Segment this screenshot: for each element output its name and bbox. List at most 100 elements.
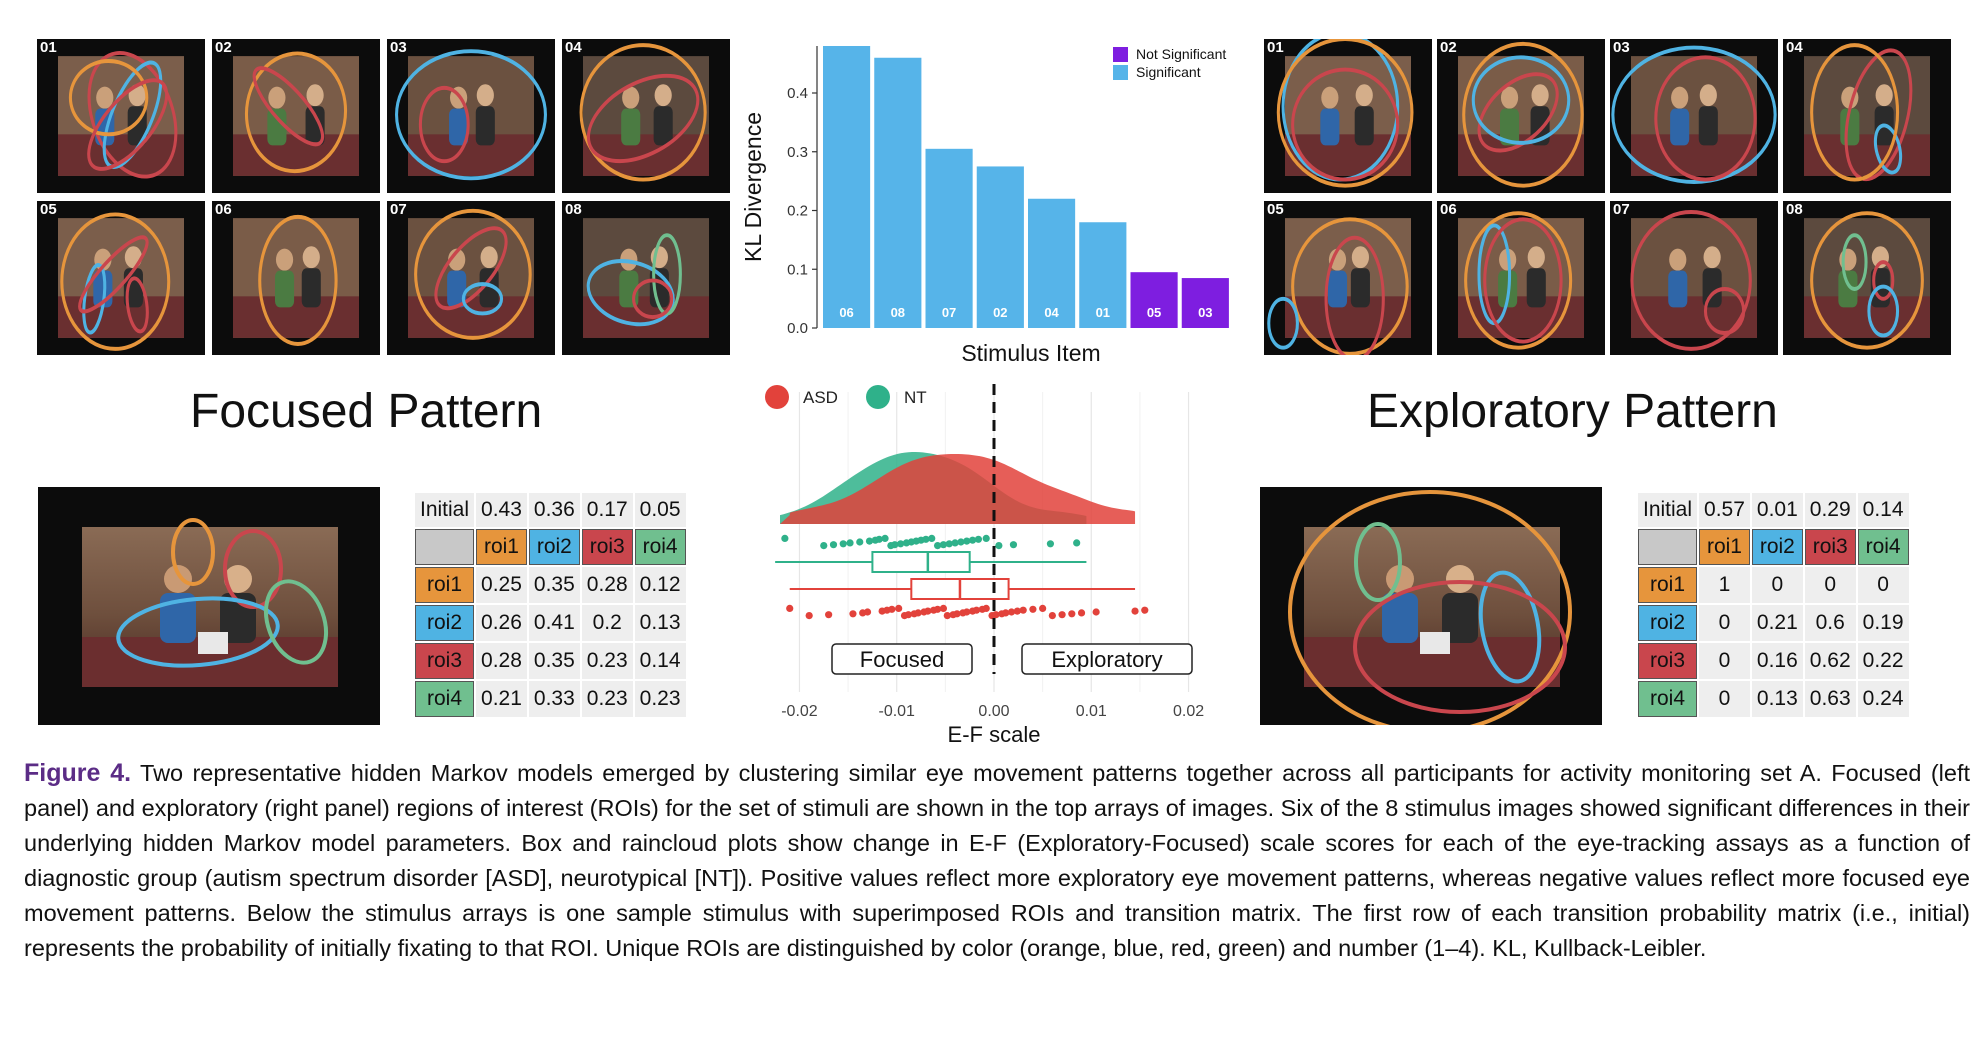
matrix-cell: 0.35 bbox=[528, 643, 580, 679]
ef-scale-raincloud-plot: -0.02 -0.01 0.00 0.01 0.02 E-F scale Focused Ex… bbox=[765, 384, 1204, 742]
matrix-row-header: roi3 bbox=[1638, 643, 1698, 679]
rain-point bbox=[933, 542, 942, 550]
matrix-column-header: roi2 bbox=[528, 529, 580, 565]
matrix-cell: 0.21 bbox=[476, 681, 527, 717]
matrix-cell: 0.28 bbox=[476, 643, 527, 679]
bar bbox=[823, 46, 871, 328]
figure-label: Figure 4. bbox=[24, 759, 132, 787]
rain-x-tick-label: 0.02 bbox=[1173, 703, 1204, 720]
legend-label: Not Significant bbox=[1136, 46, 1226, 62]
asd-density-cloud bbox=[780, 454, 1136, 524]
rain-x-tick-label: -0.02 bbox=[781, 703, 818, 720]
matrix-column-header: roi1 bbox=[476, 529, 527, 565]
rain-point bbox=[849, 610, 857, 618]
bar-category-label: 08 bbox=[891, 305, 905, 320]
matrix-cell: 0.21 bbox=[1751, 605, 1803, 641]
matrix-initial-value: 0.14 bbox=[1857, 493, 1909, 527]
rain-point bbox=[1002, 609, 1010, 617]
rain-point bbox=[863, 608, 872, 616]
matrix-cell: 0 bbox=[1804, 567, 1856, 603]
matrix-initial-value: 0.43 bbox=[476, 493, 527, 527]
rain-point bbox=[953, 610, 961, 618]
rain-point bbox=[1141, 606, 1149, 614]
exploratory-stimulus-thumbnail: 06 bbox=[1437, 201, 1605, 355]
matrix-cell: 0.23 bbox=[581, 643, 633, 679]
matrix-cell: 0.13 bbox=[634, 605, 686, 641]
bar-x-axis-label: Stimulus Item bbox=[961, 340, 1100, 366]
thumbnail-number: 04 bbox=[565, 39, 582, 56]
matrix-row-header: roi1 bbox=[1638, 567, 1698, 603]
focused-annotation-box bbox=[831, 643, 973, 675]
rain-point bbox=[945, 540, 953, 548]
focused-stimulus-thumbnail: 07 bbox=[387, 201, 555, 355]
focused-transition-matrix: Initial 0.43 0.36 0.17 0.05 roi1 roi2 roi3 roi4 r… bbox=[413, 491, 688, 719]
bar bbox=[1130, 272, 1178, 328]
rain-point bbox=[1039, 604, 1047, 612]
matrix-corner-cell bbox=[1638, 529, 1698, 565]
exploratory-stimulus-thumbnail: 07 bbox=[1610, 201, 1778, 355]
matrix-row-header: roi2 bbox=[415, 605, 475, 641]
rain-point bbox=[805, 612, 813, 620]
matrix-cell: 0.35 bbox=[528, 567, 580, 603]
matrix-cell: 0.62 bbox=[1804, 643, 1856, 679]
rain-point bbox=[875, 535, 883, 543]
rain-x-axis-label: E-F scale bbox=[948, 722, 1041, 742]
rain-point bbox=[881, 534, 889, 542]
rain-point bbox=[928, 534, 936, 542]
rain-point bbox=[924, 607, 932, 615]
rain-point bbox=[895, 604, 903, 612]
bar-category-label: 05 bbox=[1147, 305, 1161, 320]
rain-legend-swatch bbox=[866, 385, 890, 409]
focused-annotation-label: Focused bbox=[860, 647, 944, 672]
matrix-cell: 0.24 bbox=[1857, 681, 1909, 717]
rain-point bbox=[846, 539, 854, 547]
legend-swatch bbox=[1113, 65, 1128, 80]
rain-point bbox=[1068, 610, 1076, 618]
exploratory-stimulus-thumbnail: 03 bbox=[1610, 39, 1778, 193]
rain-point bbox=[1019, 606, 1027, 614]
rain-point bbox=[914, 609, 922, 617]
bar-category-label: 02 bbox=[993, 305, 1007, 320]
rain-legend-label: ASD bbox=[803, 388, 838, 407]
matrix-initial-value: 0.29 bbox=[1804, 493, 1856, 527]
exploratory-transition-matrix: Initial 0.57 0.01 0.29 0.14 roi1 roi2 roi3 roi4 r… bbox=[1636, 491, 1911, 719]
matrix-cell: 0.26 bbox=[476, 605, 527, 641]
rain-point bbox=[974, 535, 983, 543]
matrix-cell: 0.2 bbox=[581, 605, 633, 641]
matrix-cell: 0.12 bbox=[634, 567, 686, 603]
matrix-cell: 0.33 bbox=[528, 681, 580, 717]
rain-point bbox=[829, 541, 838, 549]
rain-point bbox=[839, 540, 847, 548]
rain-point bbox=[922, 535, 930, 543]
rain-point bbox=[963, 608, 971, 616]
matrix-column-header: roi3 bbox=[581, 529, 633, 565]
matrix-cell: 0.23 bbox=[634, 681, 686, 717]
matrix-cell: 0.41 bbox=[528, 605, 580, 641]
rain-x-tick-label: 0.01 bbox=[1076, 703, 1107, 720]
rain-point bbox=[786, 604, 794, 612]
rain-point bbox=[897, 540, 905, 548]
matrix-cell: 0.19 bbox=[1857, 605, 1909, 641]
focused-pattern-title: Focused Pattern bbox=[190, 385, 543, 438]
thumbnail-number: 07 bbox=[1613, 201, 1630, 218]
matrix-cell: 0.6 bbox=[1804, 605, 1856, 641]
nt-boxplot bbox=[871, 551, 971, 573]
thumbnail-number: 08 bbox=[565, 201, 582, 218]
thumbnail-number: 05 bbox=[1267, 201, 1284, 218]
rain-legend-swatch bbox=[765, 385, 789, 409]
rain-point bbox=[1058, 611, 1066, 619]
rain-point bbox=[1077, 609, 1086, 617]
exploratory-stimulus-thumbnail: 01 bbox=[1264, 39, 1432, 193]
thumbnail-number: 07 bbox=[390, 201, 407, 218]
bar-category-label: 01 bbox=[1096, 305, 1110, 320]
rain-point bbox=[963, 537, 971, 545]
matrix-cell: 1 bbox=[1699, 567, 1750, 603]
matrix-cell: 0.13 bbox=[1751, 681, 1803, 717]
thumbnail-number: 03 bbox=[1613, 39, 1630, 56]
rain-point bbox=[982, 604, 990, 612]
matrix-cell: 0.16 bbox=[1751, 643, 1803, 679]
focused-stimulus-thumbnail: 03 bbox=[387, 39, 555, 193]
rain-point bbox=[1013, 607, 1021, 615]
thumbnail-number: 03 bbox=[390, 39, 407, 56]
matrix-initial-value: 0.01 bbox=[1751, 493, 1803, 527]
